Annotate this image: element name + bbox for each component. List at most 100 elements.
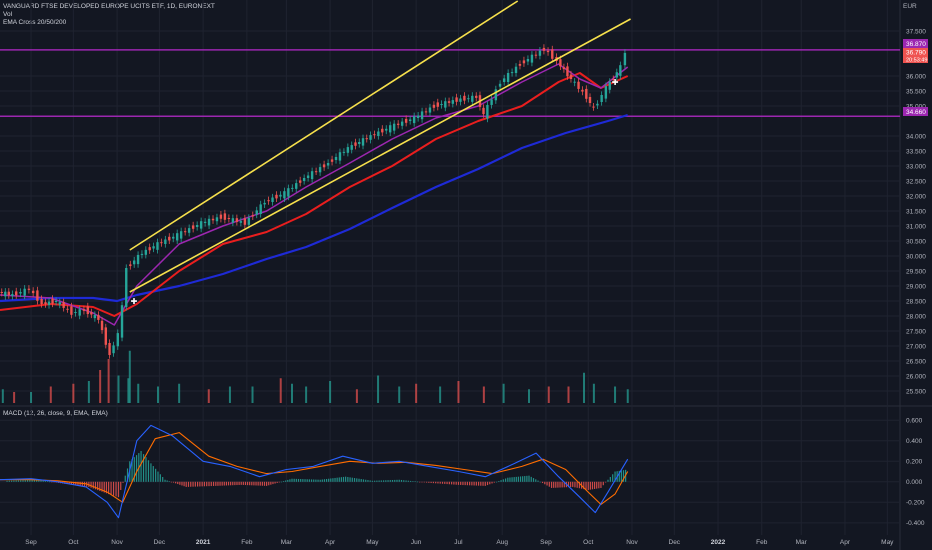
candle-body xyxy=(502,78,506,82)
support-tag: 34.660 xyxy=(906,109,926,116)
macd-histogram-bar xyxy=(236,481,238,486)
time-tick-label: Feb xyxy=(756,539,768,546)
price-tick-label: 33.500 xyxy=(906,148,926,155)
price-tick-label: 31.000 xyxy=(906,223,926,230)
candle-body xyxy=(306,175,310,178)
candle-body xyxy=(612,79,615,81)
candle-body xyxy=(112,345,115,354)
time-tick-label: Sep xyxy=(540,539,552,546)
candle-body xyxy=(373,134,376,136)
macd-histogram-bar xyxy=(500,480,502,482)
candle-body xyxy=(623,52,627,66)
candle-body xyxy=(534,54,538,56)
candle-body xyxy=(566,66,569,77)
candle-body xyxy=(365,138,368,140)
macd-histogram-bar xyxy=(208,481,210,487)
candle-body xyxy=(120,305,124,338)
macd-histogram-bar xyxy=(382,480,385,482)
macd-histogram-bar xyxy=(187,481,190,487)
macd-histogram-bar xyxy=(295,478,297,482)
macd-histogram-bar xyxy=(555,481,557,488)
macd-histogram-bar xyxy=(356,478,358,482)
candle-body xyxy=(36,290,39,301)
time-tick-label: 2021 xyxy=(196,539,211,546)
candle-body xyxy=(298,180,302,183)
macd-histogram-bar xyxy=(614,471,616,482)
macd-histogram-bar xyxy=(376,480,378,482)
horizontal-lines[interactable] xyxy=(0,49,900,117)
macd-histogram-bar xyxy=(75,481,77,486)
macd-histogram-bar xyxy=(598,481,600,489)
price-tick-label: 26.500 xyxy=(906,358,926,365)
macd-histogram-bar xyxy=(266,481,268,486)
ema-cross-marker: ✚ xyxy=(612,78,619,87)
candle-body xyxy=(211,218,215,221)
macd-histogram-bar xyxy=(240,481,242,485)
macd-histogram-bar xyxy=(175,481,177,484)
macd-histogram-bar xyxy=(524,476,526,482)
macd-histogram-bar xyxy=(378,480,380,482)
ema-legend[interactable]: EMA Cross 20/50/200 xyxy=(3,19,67,26)
chart-title: VANGUARD FTSE DEVELOPED EUROPE UCITS ETF… xyxy=(3,3,215,10)
price-tick-label: 34.000 xyxy=(906,133,926,140)
trend-channel[interactable] xyxy=(129,0,631,293)
volume-bar xyxy=(626,389,629,403)
volume-legend[interactable]: Vol xyxy=(3,11,13,18)
macd-histogram-bar xyxy=(124,475,126,482)
candle-body xyxy=(514,66,518,73)
macd-histogram-bar xyxy=(257,481,259,486)
macd-legend[interactable]: MACD (12, 26, close, 9, EMA, EMA) xyxy=(3,410,108,417)
macd-histogram-bar xyxy=(519,476,522,482)
time-tick-label: Oct xyxy=(68,539,78,546)
macd-histogram-bar xyxy=(223,481,225,486)
candle-body xyxy=(295,183,298,189)
macd-histogram-bar xyxy=(289,479,291,482)
volume-bar xyxy=(291,383,294,403)
candle-body xyxy=(310,171,314,180)
candle-body xyxy=(62,302,65,308)
macd-histogram-bar xyxy=(255,481,257,486)
time-tick-label: Nov xyxy=(111,539,123,546)
macd-histogram-bar xyxy=(460,481,462,485)
candle-body xyxy=(255,210,258,215)
macd-histogram-bar xyxy=(227,481,230,486)
volume-bar xyxy=(117,375,120,403)
macd-histogram-bar xyxy=(464,481,466,486)
macd-histogram-bar xyxy=(302,479,304,482)
candle-body xyxy=(354,142,357,146)
macd-histogram-bar xyxy=(432,481,434,484)
macd-histogram-bar xyxy=(261,481,263,486)
macd-histogram-bar xyxy=(407,480,409,482)
candle-body xyxy=(404,118,408,123)
volume-bars xyxy=(1,350,629,403)
macd-histogram-bar xyxy=(423,481,425,483)
macd-histogram-bar xyxy=(300,479,302,482)
macd-histogram-bar xyxy=(347,477,349,482)
macd-histogram-bar xyxy=(17,480,20,482)
macd-histogram-bar xyxy=(596,481,598,489)
candle-body xyxy=(31,290,35,294)
macd-histogram-bar xyxy=(428,481,430,483)
candle-body xyxy=(400,121,404,126)
macd-histogram-bar xyxy=(142,454,145,482)
candle-body xyxy=(459,98,462,102)
channel-lower-line xyxy=(129,18,631,293)
macd-histogram-bar xyxy=(369,480,371,482)
candle-body xyxy=(369,135,372,140)
macd-histogram-bar xyxy=(387,480,389,482)
candle-body xyxy=(195,225,199,227)
candle-body xyxy=(416,115,420,118)
candle-body xyxy=(518,64,522,66)
macd-histogram-bar xyxy=(150,463,152,482)
candle-body xyxy=(283,191,286,199)
candle-body xyxy=(463,95,466,101)
candle-body xyxy=(227,218,231,219)
macd-histogram-bar xyxy=(362,479,365,482)
macd-histogram-bar xyxy=(268,481,270,486)
macd-histogram-bar xyxy=(159,474,161,482)
ema50-line xyxy=(0,72,629,317)
macd-histogram-bar xyxy=(147,460,150,482)
macd-histogram-bar xyxy=(572,481,574,487)
candle-body xyxy=(148,247,151,251)
